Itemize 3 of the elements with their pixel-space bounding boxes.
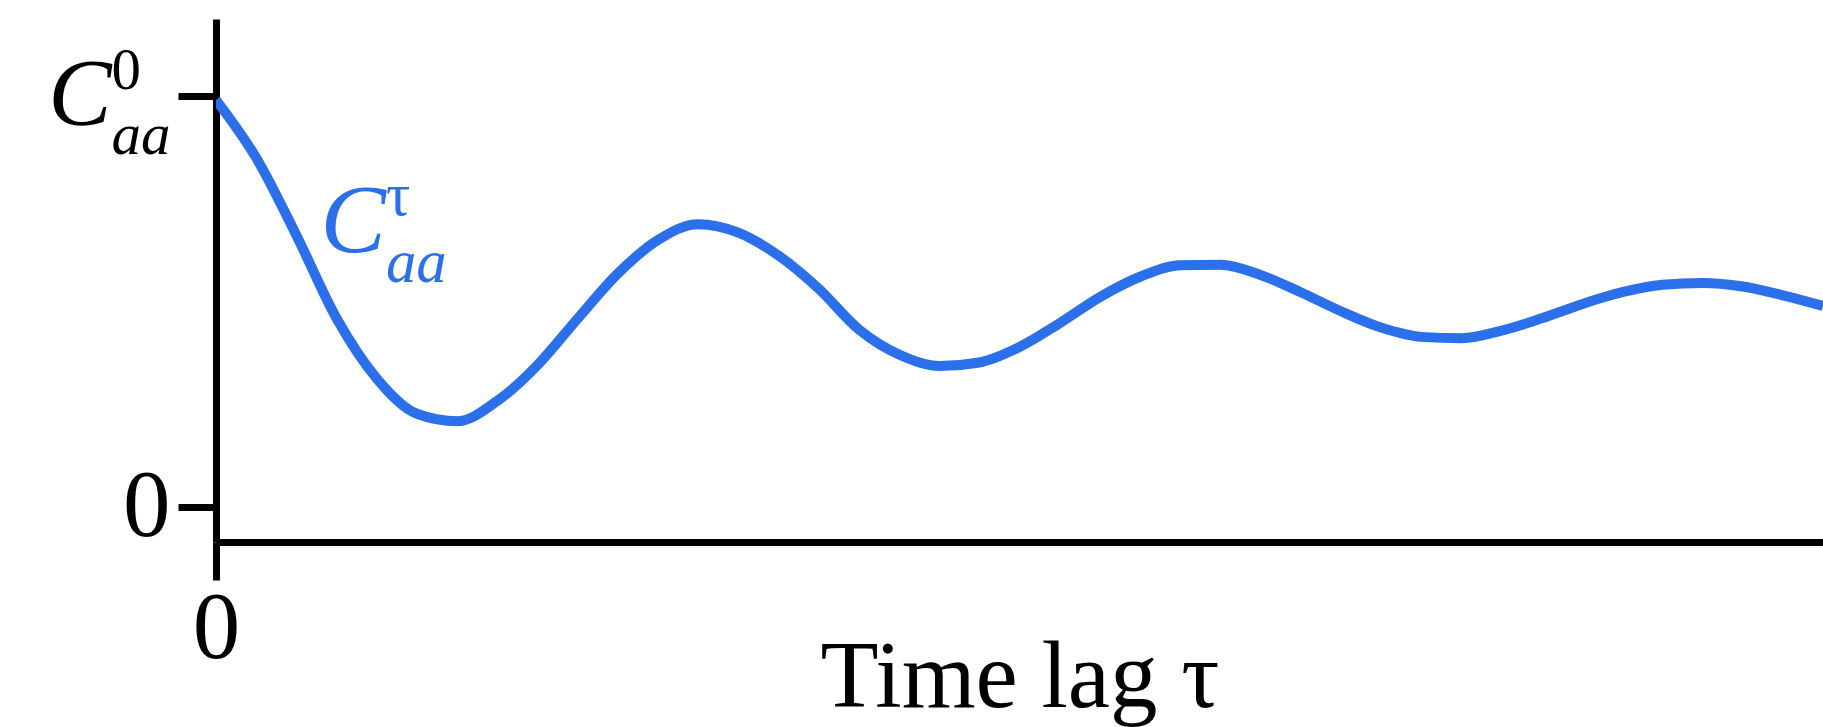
text: 0	[192, 572, 241, 679]
x-axis-title: Time lag τ	[820, 621, 1220, 727]
text: 0	[123, 451, 171, 558]
